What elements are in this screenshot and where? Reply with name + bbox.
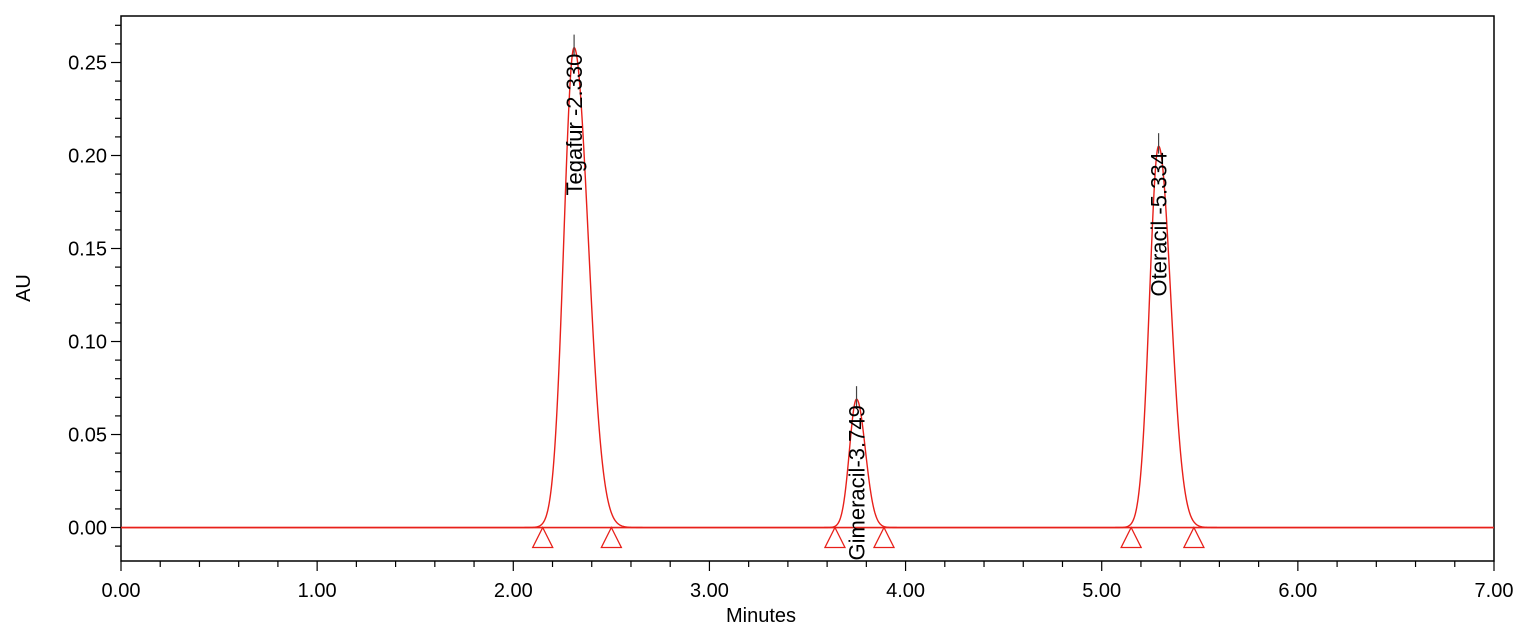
x-axis-label: Minutes <box>726 605 796 627</box>
y-tick-label: 0.10 <box>68 332 107 354</box>
peak-end-marker <box>872 526 896 549</box>
chromatogram-trace <box>121 46 1494 529</box>
peak-end-marker <box>1182 526 1205 549</box>
peak-label: Gimeracil-3.749 <box>845 405 870 560</box>
y-tick-label: 0.15 <box>68 239 107 261</box>
plot-frame <box>120 15 1495 562</box>
y-tick-label: 0.20 <box>68 146 107 168</box>
x-tick-label: 2.00 <box>494 580 533 602</box>
axis-ticks: 0.00 1.00 2.00 3.00 4.00 5.00 6.00 7.00 0.00 0.05… <box>68 24 1514 602</box>
y-tick-label: 0.25 <box>68 53 107 75</box>
peak-label: Oteracil -5.334 <box>1147 152 1172 296</box>
x-tick-label: 3.00 <box>690 580 729 602</box>
x-tick-label: 1.00 <box>298 580 337 602</box>
peak-markers-layer <box>531 34 1205 549</box>
peak-start-marker <box>1120 526 1143 549</box>
x-tick-label: 5.00 <box>1082 580 1121 602</box>
peak-end-marker <box>600 526 623 549</box>
x-tick-label: 4.00 <box>886 580 925 602</box>
x-tick-label: 7.00 <box>1475 580 1514 602</box>
x-tick-label: 0.00 <box>102 580 141 602</box>
x-tick-label: 6.00 <box>1278 580 1317 602</box>
peak-labels-layer: Tegafur -2.330 Gimeracil-3.749 Oteracil -5… <box>562 54 1172 561</box>
y-tick-label: 0.05 <box>68 425 107 447</box>
peak-start-marker <box>531 526 554 549</box>
y-axis-label: AU <box>13 274 35 302</box>
y-tick-label: 0.00 <box>68 518 107 540</box>
peak-label: Tegafur -2.330 <box>562 54 587 196</box>
peak-start-marker <box>823 526 847 549</box>
trace-layer <box>121 46 1494 529</box>
